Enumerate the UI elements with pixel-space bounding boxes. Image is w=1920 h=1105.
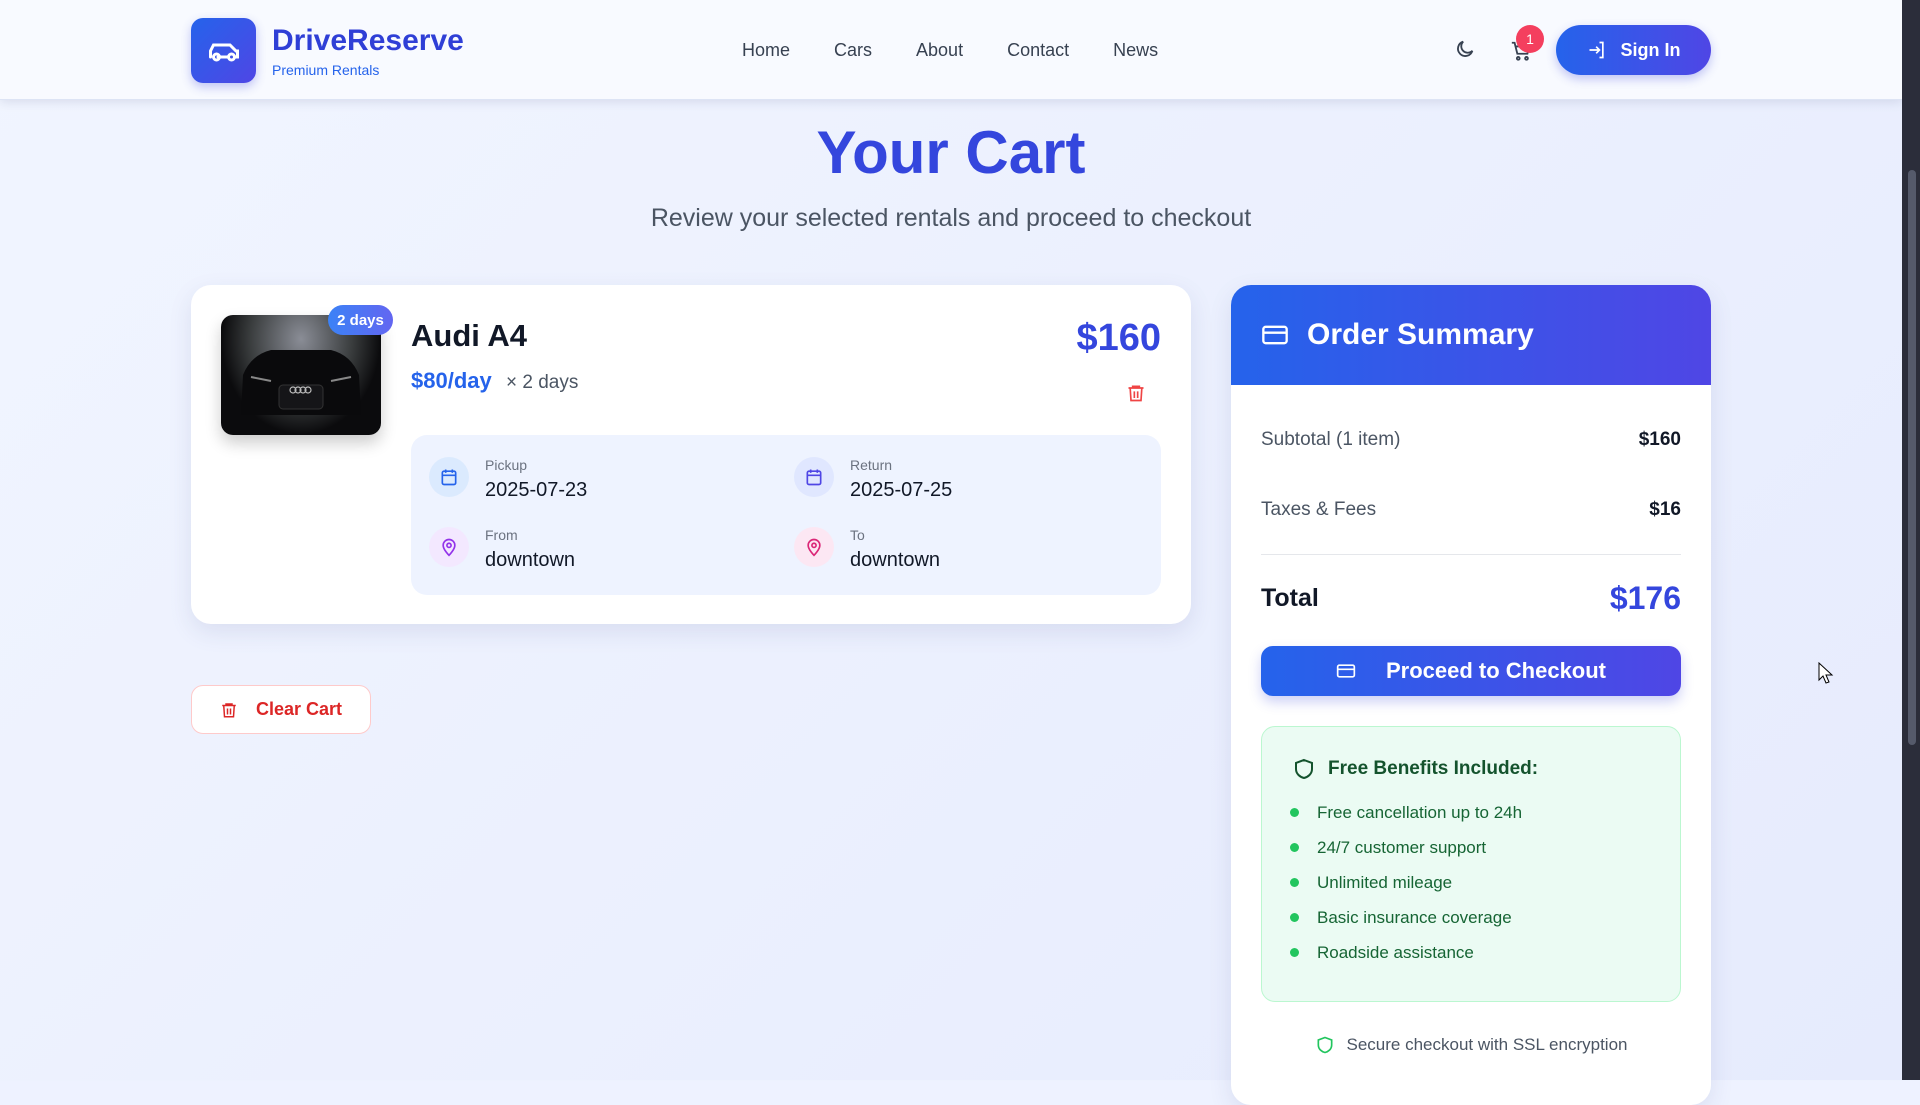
subtotal-label: Subtotal (1 item) xyxy=(1261,429,1401,450)
clear-cart-button[interactable]: Clear Cart xyxy=(191,685,371,734)
calendar-icon xyxy=(794,457,834,497)
nav-about[interactable]: About xyxy=(916,40,964,60)
shield-icon xyxy=(1295,758,1313,780)
scrollbar-thumb[interactable] xyxy=(1908,170,1916,745)
nav-contact[interactable]: Contact xyxy=(1007,40,1070,60)
total-row: Total $176 xyxy=(1261,580,1681,617)
order-summary-card: Order Summary Subtotal (1 item) $160 Taxe… xyxy=(1231,285,1711,1105)
credit-card-icon xyxy=(1262,325,1288,345)
divider xyxy=(1261,554,1681,555)
return-value: 2025-07-25 xyxy=(850,479,953,501)
free-benefits-box: Free Benefits Included: Free cancellatio… xyxy=(1261,726,1681,1002)
clear-cart-label: Clear Cart xyxy=(255,699,343,719)
benefits-list: Free cancellation up to 24h 24/7 custome… xyxy=(1290,795,1650,970)
item-price: $160 xyxy=(1076,317,1161,359)
taxes-value: $16 xyxy=(1649,499,1681,520)
top-nav: DriveReserve Premium Rentals Home Cars A… xyxy=(0,0,1902,100)
car-image xyxy=(221,315,381,435)
calendar-icon xyxy=(429,457,469,497)
rental-duration: × 2 days xyxy=(506,372,579,393)
total-value: $176 xyxy=(1609,580,1681,616)
car-name: Audi A4 xyxy=(411,318,527,353)
nav-home[interactable]: Home xyxy=(742,40,791,60)
to-location: To downtown xyxy=(794,527,940,572)
from-value: downtown xyxy=(485,549,576,571)
map-pin-icon xyxy=(429,527,469,567)
order-summary-header: Order Summary xyxy=(1231,285,1711,385)
sign-in-label: Sign In xyxy=(1620,39,1681,60)
order-summary-title: Order Summary xyxy=(1307,318,1534,351)
to-label: To xyxy=(850,527,865,543)
rental-days-badge: 2 days xyxy=(328,305,393,335)
sign-in-button[interactable]: Sign In xyxy=(1556,25,1711,75)
scrollbar[interactable] xyxy=(1902,0,1920,1080)
page: DriveReserve Premium Rentals Home Cars A… xyxy=(0,0,1902,1080)
benefit-item: Roadside assistance xyxy=(1290,935,1650,970)
benefits-title: Free Benefits Included: xyxy=(1328,758,1539,779)
trash-icon xyxy=(222,702,236,717)
pickup-value: 2025-07-23 xyxy=(485,479,588,501)
nav-cars[interactable]: Cars xyxy=(834,40,873,60)
subtotal-value: $160 xyxy=(1638,429,1681,450)
cart-item-card: 2 days Audi A4 $80/day × 2 days $160 Pic… xyxy=(191,285,1191,624)
cart-count-badge: 1 xyxy=(1516,25,1544,53)
dark-mode-moon-icon[interactable] xyxy=(1454,38,1476,65)
pickup-label: Pickup xyxy=(485,457,528,473)
from-location: From downtown xyxy=(429,527,575,572)
mouse-cursor-icon xyxy=(1818,661,1834,689)
page-subtitle: Review your selected rentals and proceed… xyxy=(650,204,1252,232)
benefit-item: Free cancellation up to 24h xyxy=(1290,795,1650,830)
checkout-label: Proceed to Checkout xyxy=(1385,658,1607,683)
benefit-item: Unlimited mileage xyxy=(1290,865,1650,900)
nav-news[interactable]: News xyxy=(1113,40,1159,60)
secure-checkout-note: Secure checkout with SSL encryption xyxy=(1231,1035,1711,1055)
secure-text: Secure checkout with SSL encryption xyxy=(1346,1035,1628,1054)
shield-icon xyxy=(1317,1036,1333,1054)
benefit-item: 24/7 customer support xyxy=(1290,830,1650,865)
credit-card-icon xyxy=(1336,664,1356,678)
benefit-item: Basic insurance coverage xyxy=(1290,900,1650,935)
return-label: Return xyxy=(850,457,893,473)
to-value: downtown xyxy=(850,549,941,571)
proceed-to-checkout-button[interactable]: Proceed to Checkout xyxy=(1261,646,1681,696)
daily-rate: $80/day xyxy=(411,368,492,393)
from-label: From xyxy=(485,527,518,543)
main-nav: Home Cars About Contact News xyxy=(742,40,1158,61)
page-title: Your Cart xyxy=(816,119,1086,186)
brand-tagline: Premium Rentals xyxy=(272,62,380,78)
total-label: Total xyxy=(1261,584,1319,612)
rental-details: Pickup 2025-07-23 Return 2025-07-25 From do… xyxy=(411,435,1161,595)
pickup-date: Pickup 2025-07-23 xyxy=(429,457,587,502)
map-pin-icon xyxy=(794,527,834,567)
return-date: Return 2025-07-25 xyxy=(794,457,952,502)
car-logo-icon[interactable] xyxy=(191,18,256,83)
taxes-label: Taxes & Fees xyxy=(1261,499,1377,520)
subtotal-row: Subtotal (1 item) $160 xyxy=(1261,429,1681,451)
remove-item-trash-icon[interactable] xyxy=(1126,382,1146,409)
sign-in-icon xyxy=(1589,41,1604,59)
brand-name[interactable]: DriveReserve xyxy=(272,24,464,57)
taxes-row: Taxes & Fees $16 xyxy=(1261,499,1681,521)
